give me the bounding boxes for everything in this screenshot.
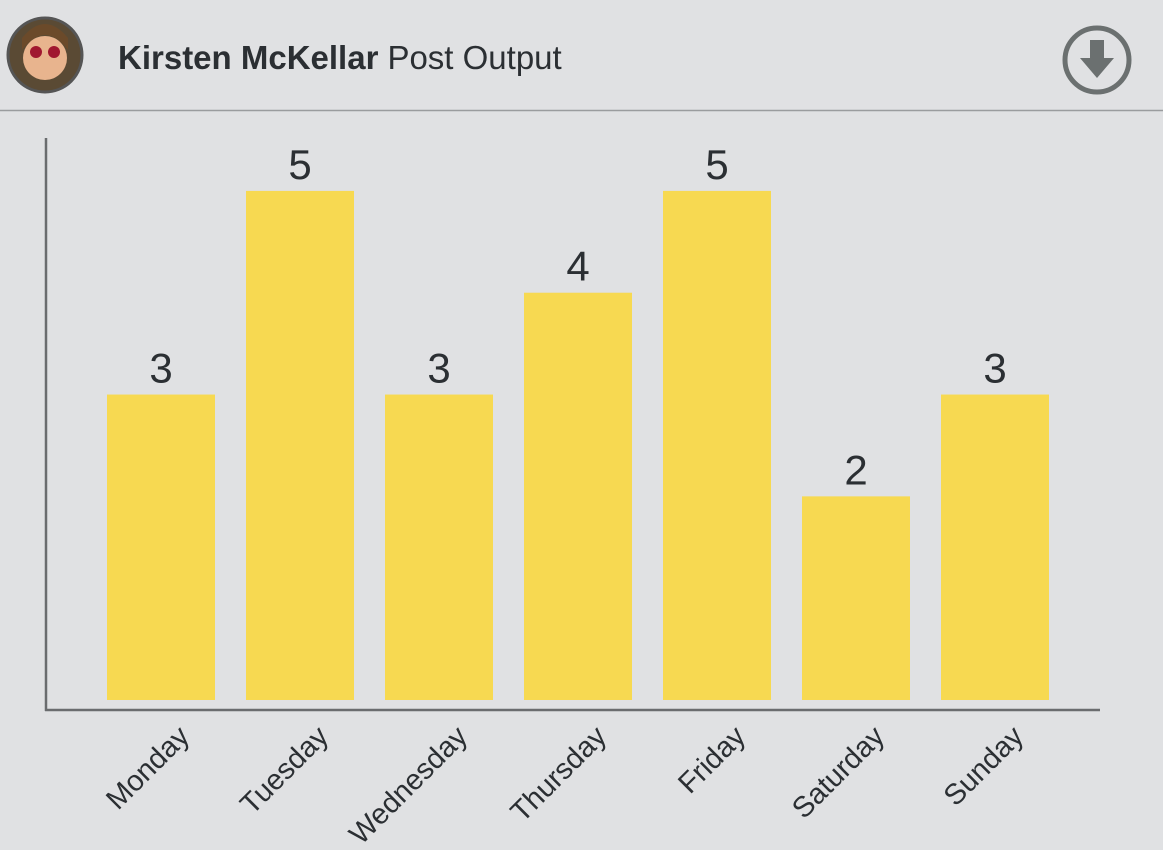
value-label: 5 (288, 141, 311, 188)
value-label: 5 (705, 141, 728, 188)
value-label: 3 (427, 345, 450, 392)
bar (663, 190, 771, 700)
bar (385, 394, 493, 700)
value-label: 4 (566, 243, 589, 290)
value-label: 2 (844, 446, 867, 493)
header-title: Kirsten McKellar Post Output (118, 39, 562, 76)
avatar (6, 16, 84, 94)
bar (941, 394, 1049, 700)
user-name: Kirsten McKellar (118, 39, 379, 76)
value-label: 3 (149, 345, 172, 392)
page-title: Post Output (387, 39, 561, 76)
download-button[interactable] (1062, 25, 1132, 95)
bar (802, 496, 910, 700)
bar (524, 292, 632, 700)
value-label: 3 (983, 345, 1006, 392)
bar (107, 394, 215, 700)
bar (246, 190, 354, 700)
